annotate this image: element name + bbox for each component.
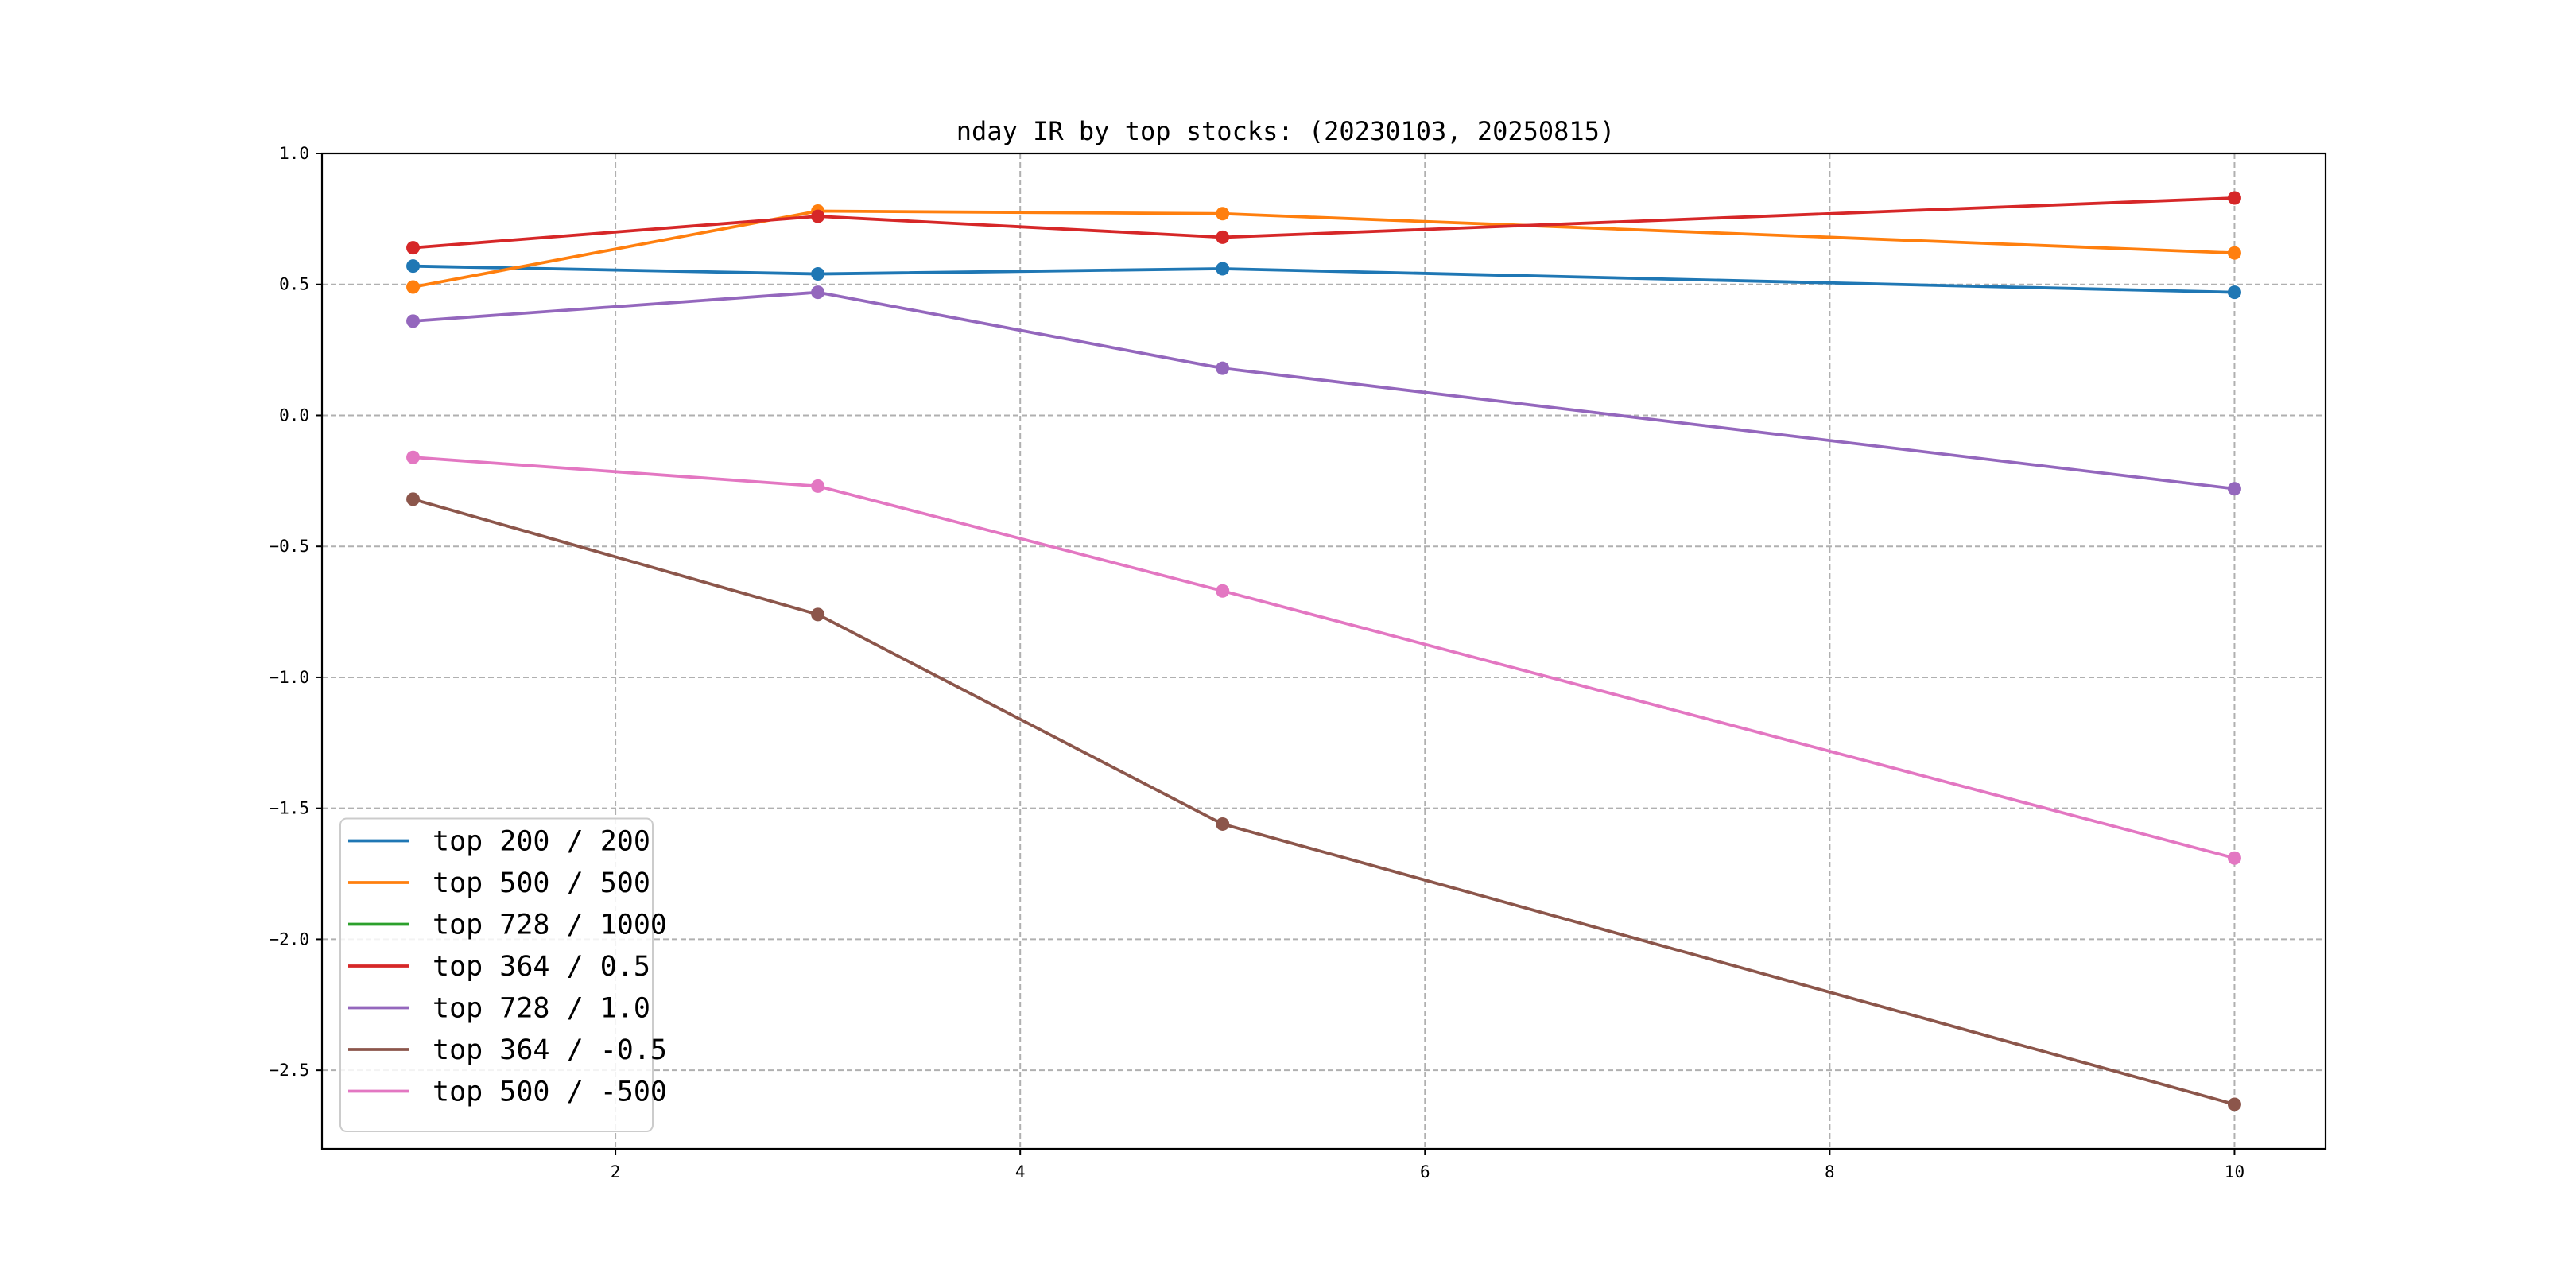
series-7 [406,450,2241,865]
legend-item: top 364 / -0.5 [348,1034,667,1066]
data-point [2227,285,2241,300]
y-tick-label: −1.0 [269,668,309,687]
data-point [406,241,421,255]
legend-label: top 500 / 500 [433,867,650,899]
data-point [2227,851,2241,865]
series-5 [406,285,2241,496]
y-tick-label: −2.5 [269,1061,309,1080]
data-point [811,607,825,622]
legend-item: top 200 / 200 [348,826,650,858]
legend-label: top 364 / -0.5 [433,1034,667,1066]
series-lines [406,191,2241,1111]
series-2 [406,204,2241,294]
legend-label: top 728 / 1000 [433,910,667,941]
data-point [811,285,825,300]
data-point [1216,584,1230,598]
series-line [413,498,2235,1106]
legend-item: top 728 / 1000 [348,910,667,941]
chart-title: nday IR by top stocks: (20230103, 202508… [956,116,1615,146]
series-line [413,290,2235,491]
x-tick-label: 10 [2225,1162,2244,1181]
plot-frame [320,152,2327,1150]
data-point [406,450,421,464]
data-point [406,314,421,328]
legend: top 200 / 200 top 500 / 500 top 728 / 1000… [339,817,667,1132]
legend-item: top 364 / 0.5 [348,951,650,983]
data-point [406,280,421,294]
series-line [413,456,2235,860]
axis-ticks: 2 4 6 8 10 1.0 0.5 0.0 −0.5 −1.0 −1.5 −2.0 −2.5 [269,144,2244,1181]
legend-item: top 500 / 500 [348,867,650,899]
legend-item: top 500 / -500 [348,1077,667,1108]
series-4 [406,191,2241,255]
data-point [406,492,421,506]
y-tick-label: 0.0 [279,405,309,425]
series-1 [406,259,2241,300]
series-line [413,264,2235,294]
data-point [406,259,421,274]
data-point [2227,482,2241,496]
data-point [2227,1097,2241,1111]
y-tick-label: −1.5 [269,799,309,818]
x-tick-label: 4 [1015,1162,1026,1181]
legend-label: top 728 / 1.0 [433,993,650,1025]
legend-box [339,817,654,1132]
legend-label: top 364 / 0.5 [433,951,650,983]
y-tick-label: 1.0 [279,144,309,163]
legend-label: top 200 / 200 [433,826,650,858]
data-point [1216,361,1230,375]
data-point [811,209,825,223]
legend-item: top 728 / 1.0 [348,993,650,1025]
grid [322,153,2326,1149]
y-tick-label: 0.5 [279,275,309,294]
x-tick-label: 6 [1420,1162,1430,1181]
y-tick-label: −0.5 [269,537,309,556]
x-tick-label: 2 [611,1162,621,1181]
series-line [413,209,2235,289]
y-tick-label: −2.0 [269,929,309,949]
series-line [413,196,2235,250]
data-point [2227,191,2241,205]
data-point [1216,207,1230,221]
data-point [1216,230,1230,244]
data-point [811,267,825,281]
data-point [811,479,825,493]
legend-label: top 500 / -500 [433,1077,667,1108]
data-point [2227,246,2241,260]
data-point [1216,262,1230,276]
series-6 [406,492,2241,1111]
x-tick-label: 8 [1825,1162,1835,1181]
data-point [1216,817,1230,831]
